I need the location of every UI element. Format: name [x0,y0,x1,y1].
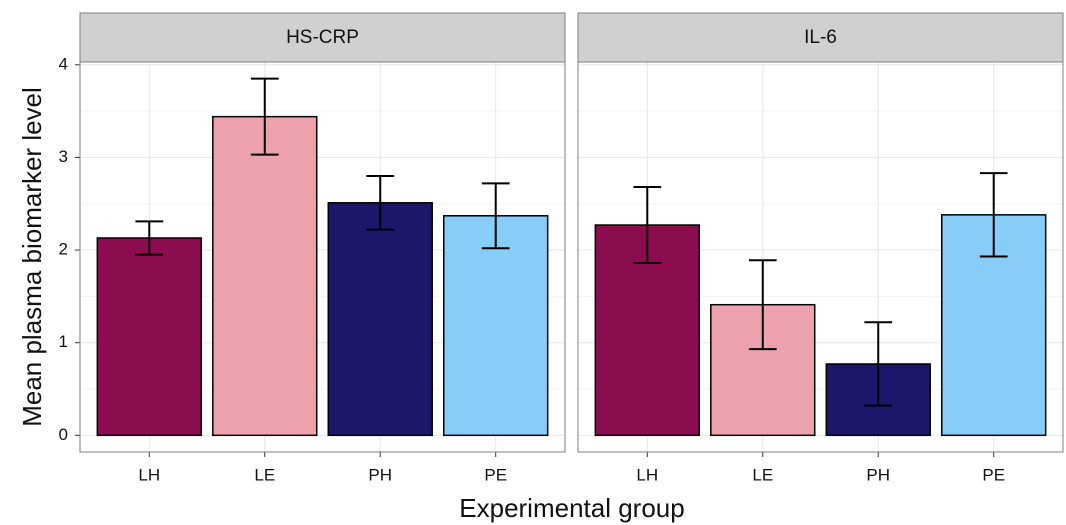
panel-border [79,61,566,453]
error-bar [481,182,510,250]
facet-title: HS-CRP [286,27,359,48]
y-axis-label: Mean plasma biomarker level [17,87,47,427]
x-tick-label: LE [752,465,773,484]
x-tick-label: PE [982,465,1005,484]
error-bar [748,259,777,351]
y-tick-label: 3 [59,147,68,166]
error-bar [864,321,893,407]
y-tick-label: 1 [59,332,68,351]
x-tick-label: PH [866,465,890,484]
error-bar [633,186,662,265]
bar [96,237,202,437]
x-tick-label: LH [138,465,160,484]
bar [327,202,433,437]
bar [443,215,549,437]
panel-border [577,61,1064,453]
x-tick-label: LE [254,465,275,484]
error-bar [366,174,395,231]
facet-title: IL-6 [804,27,837,48]
y-tick-label: 0 [59,425,68,444]
y-tick-label: 2 [59,240,68,259]
x-tick-label: PH [368,465,392,484]
error-bar [250,77,279,156]
facet-strip [79,12,566,63]
bar [212,115,318,437]
error-bar [979,172,1008,258]
x-axis-label: Experimental group [459,493,684,523]
facet-strip [577,12,1064,63]
y-tick-label: 4 [59,54,68,73]
error-bar [135,220,164,256]
x-tick-label: LH [636,465,658,484]
x-tick-label: PE [484,465,507,484]
